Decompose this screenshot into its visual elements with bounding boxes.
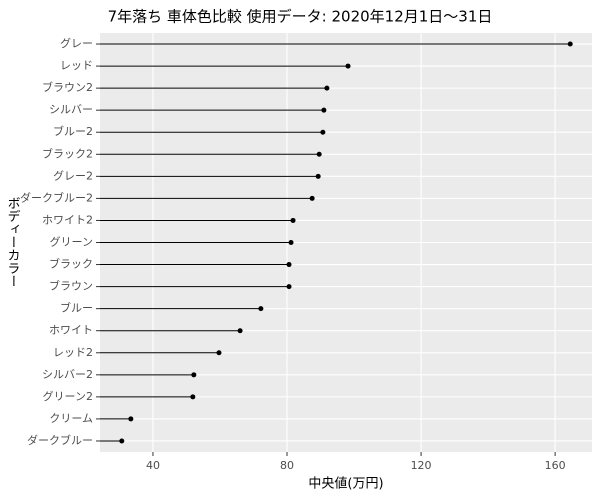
dot bbox=[190, 394, 196, 400]
x-tick-label: 120 bbox=[411, 459, 432, 472]
dot bbox=[315, 173, 321, 179]
dot bbox=[320, 129, 326, 135]
x-tick-label: 40 bbox=[146, 459, 160, 472]
x-tick-label: 80 bbox=[280, 459, 294, 472]
y-tick-label: クリーム bbox=[49, 412, 93, 425]
dot bbox=[119, 438, 125, 444]
dot bbox=[128, 416, 134, 422]
y-tick-label: ダークブルー2 bbox=[20, 190, 93, 204]
y-tick-label: グリーン bbox=[50, 235, 93, 249]
y-tick-label: ホワイト bbox=[49, 324, 93, 337]
y-tick-label: グレー bbox=[60, 36, 93, 50]
dot bbox=[324, 85, 330, 91]
y-tick-label: ブルー bbox=[60, 301, 93, 315]
y-tick-label: レッド bbox=[60, 59, 93, 72]
x-axis-label: 中央値(万円) bbox=[308, 476, 383, 492]
dot bbox=[258, 306, 264, 312]
dot bbox=[321, 107, 327, 113]
dot bbox=[290, 217, 296, 223]
y-tick-label: ブラック bbox=[49, 257, 93, 271]
dot bbox=[567, 41, 573, 47]
y-tick-label: シルバー bbox=[49, 103, 93, 116]
y-tick-label: ダークブルー bbox=[27, 433, 93, 447]
dot bbox=[345, 63, 351, 69]
dot bbox=[309, 195, 315, 201]
y-tick-label: グレー2 bbox=[53, 168, 93, 182]
y-tick-label: ブラウン bbox=[49, 279, 93, 293]
y-tick-label: ホワイト2 bbox=[42, 213, 93, 226]
dot bbox=[288, 240, 294, 245]
dot bbox=[286, 284, 292, 290]
y-tick-label: グリーン2 bbox=[43, 389, 93, 403]
dot bbox=[191, 372, 197, 378]
y-tick-label: ブラック2 bbox=[42, 146, 93, 160]
chart-title: 7年落ち 車体色比較 使用データ: 2020年12月1日～31日 bbox=[108, 8, 493, 26]
y-tick-label: レッド2 bbox=[53, 346, 93, 359]
dot bbox=[237, 328, 243, 334]
y-tick-label: ブルー2 bbox=[53, 124, 93, 138]
y-axis-label: ボディーカラー bbox=[5, 197, 20, 288]
y-tick-label: シルバー2 bbox=[42, 368, 93, 381]
y-tick-label: ブラウン2 bbox=[42, 80, 93, 94]
dot bbox=[316, 151, 322, 157]
dot bbox=[216, 350, 222, 356]
dot bbox=[286, 262, 292, 268]
x-tick-label: 160 bbox=[545, 459, 566, 472]
